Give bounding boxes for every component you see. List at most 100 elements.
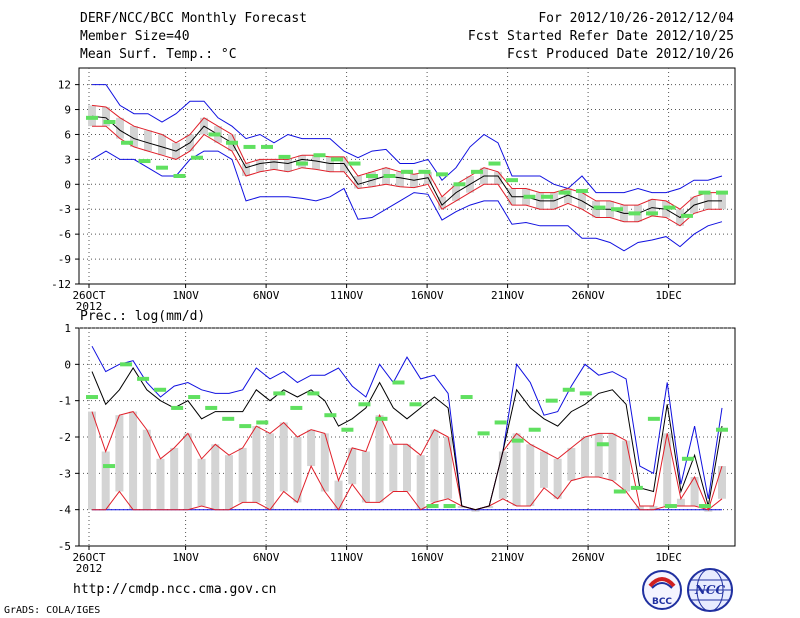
y-tick-label: 0	[64, 178, 71, 191]
spread-box	[348, 447, 357, 485]
spread-box	[256, 159, 264, 172]
spread-box	[116, 117, 124, 139]
observed-marker	[120, 362, 133, 367]
observed-marker	[541, 194, 553, 199]
observed-marker	[191, 155, 203, 160]
spread-box	[553, 458, 562, 499]
x-tick-label: 1NOV	[172, 289, 199, 302]
series-line-max	[91, 150, 723, 252]
observed-marker	[205, 405, 218, 410]
observed-marker	[453, 182, 466, 187]
spread-box	[270, 159, 278, 170]
spread-box	[293, 437, 302, 503]
observed-marker	[261, 144, 273, 149]
spread-box	[635, 506, 644, 510]
observed-marker	[506, 178, 518, 183]
observed-marker	[138, 159, 151, 164]
observed-marker	[392, 380, 405, 385]
x-tick-label: 26OCT	[72, 289, 105, 302]
variable-label: Mean Surf. Temp.: °C	[80, 47, 237, 62]
observed-marker	[307, 391, 320, 396]
observed-marker	[613, 489, 626, 494]
x-tick-label: 1DEC	[655, 551, 682, 564]
fcst-started-date: Fcst Started Refer Date 2012/10/25	[467, 29, 734, 44]
observed-marker	[409, 402, 422, 407]
spread-box	[444, 437, 453, 499]
y-tick-label: 0	[64, 358, 71, 371]
spread-box	[88, 411, 96, 510]
observed-marker	[341, 427, 354, 432]
y-tick-label: -3	[58, 467, 71, 480]
spread-box	[690, 476, 699, 507]
panel-frame	[78, 67, 736, 285]
spread-box	[142, 429, 151, 510]
observed-marker	[477, 431, 490, 436]
spread-box	[211, 444, 220, 510]
observed-marker	[296, 161, 308, 166]
y-tick-label: -5	[58, 540, 71, 553]
observed-marker	[154, 387, 167, 392]
observed-marker	[256, 420, 269, 425]
source-url[interactable]: http://cmdp.ncc.cma.gov.cn	[73, 582, 277, 597]
spread-box	[718, 466, 726, 499]
observed-marker	[523, 194, 536, 199]
spread-box	[266, 433, 275, 510]
observed-marker	[375, 416, 388, 421]
spread-box	[649, 506, 658, 510]
observed-marker	[494, 420, 507, 425]
spread-box	[238, 447, 247, 503]
series-line-p75	[91, 411, 723, 512]
observed-marker	[471, 169, 483, 174]
x-tick-label: 26OCT	[72, 551, 105, 564]
member-size: Member Size=40	[80, 29, 190, 44]
observed-marker	[681, 213, 693, 218]
observed-marker	[86, 395, 98, 400]
grads-credit: GrADS: COLA/IGES	[4, 605, 101, 616]
x-tick-label: 1NOV	[172, 551, 199, 564]
spread-box	[361, 451, 370, 503]
spread-box	[170, 447, 179, 510]
x-tick-label: 21NOV	[491, 551, 524, 564]
spread-box	[676, 498, 685, 507]
spread-box	[622, 440, 631, 492]
spread-box	[564, 188, 572, 204]
observed-marker	[222, 416, 235, 421]
spread-box	[183, 433, 192, 510]
spread-box	[334, 480, 343, 510]
observed-marker	[239, 424, 252, 429]
observed-marker	[436, 172, 448, 177]
observed-marker	[226, 140, 238, 145]
x-tick-label: 26NOV	[572, 289, 605, 302]
spread-box	[115, 415, 124, 492]
series-line-mean	[91, 367, 723, 511]
x-year-label: 2012	[76, 300, 103, 313]
x-year-label: 2012	[76, 562, 103, 575]
x-tick-label: 1DEC	[655, 289, 682, 302]
observed-marker	[243, 144, 256, 149]
x-tick-label: 11NOV	[330, 551, 363, 564]
observed-marker	[681, 456, 694, 461]
chart-title: DERF/NCC/BCC Monthly Forecast	[80, 11, 307, 26]
observed-marker	[426, 504, 439, 509]
x-tick-label: 11NOV	[330, 289, 363, 302]
spread-box	[389, 444, 398, 492]
x-tick-label: 6NOV	[253, 289, 280, 302]
bcc-logo: BCC	[642, 570, 682, 610]
observed-marker	[273, 391, 286, 396]
y-tick-label: -2	[58, 431, 71, 444]
spread-box	[498, 451, 507, 499]
spread-box	[403, 444, 411, 492]
ncc-logo-text: NCC	[694, 583, 726, 597]
spread-box	[252, 426, 261, 503]
observed-marker	[562, 387, 575, 392]
spread-box	[396, 171, 404, 187]
spread-box	[156, 458, 165, 510]
spread-box	[354, 176, 362, 189]
series-line-max	[91, 345, 723, 511]
spread-box	[197, 458, 206, 507]
spread-box	[101, 451, 110, 510]
series-line-p25	[92, 125, 722, 227]
spread-box	[471, 509, 480, 512]
spread-box	[526, 444, 535, 507]
observed-marker	[511, 438, 524, 443]
